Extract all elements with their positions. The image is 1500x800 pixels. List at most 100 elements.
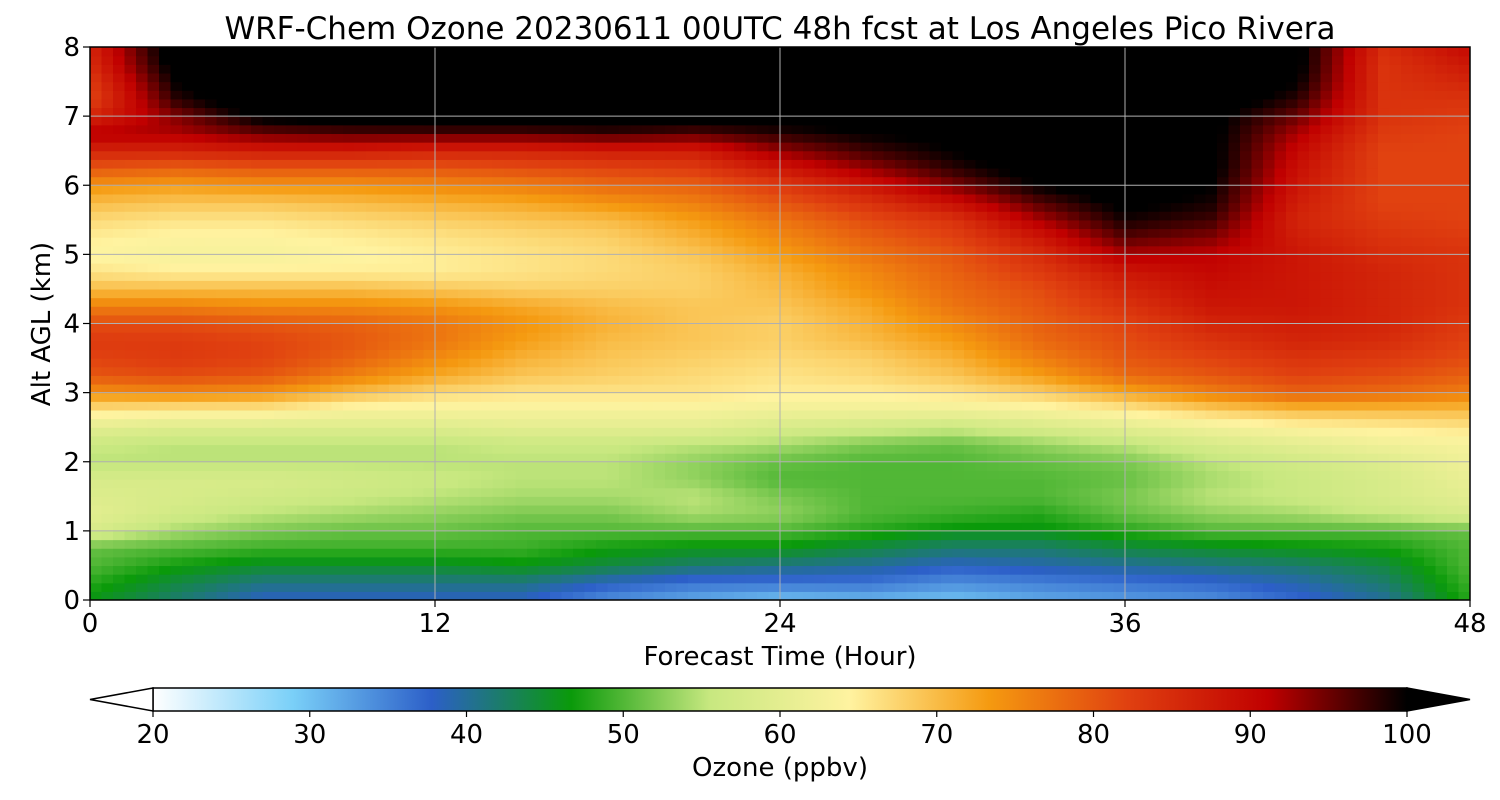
heatmap-cell <box>584 90 597 100</box>
heatmap-cell <box>699 211 712 221</box>
heatmap-cell <box>883 254 896 264</box>
heatmap-cell <box>458 504 471 515</box>
heatmap-cell <box>745 314 758 325</box>
heatmap-cell <box>538 90 551 100</box>
heatmap-cell <box>837 496 850 506</box>
heatmap-cell <box>481 237 494 247</box>
heatmap-cell <box>412 47 425 57</box>
heatmap-cell <box>711 582 724 592</box>
heatmap-cell <box>101 81 114 91</box>
heatmap-cell <box>193 176 206 186</box>
heatmap-cell <box>504 176 517 186</box>
heatmap-cell <box>941 366 954 376</box>
heatmap-cell <box>113 133 126 143</box>
heatmap-cell <box>251 427 264 437</box>
heatmap-cell <box>446 133 459 143</box>
heatmap-cell <box>504 280 517 290</box>
heatmap-cell <box>297 418 310 428</box>
heatmap-cell <box>883 574 896 584</box>
heatmap-cell <box>285 392 298 402</box>
heatmap-cell <box>596 81 609 91</box>
heatmap-cell <box>343 150 356 160</box>
heatmap-cell <box>239 470 252 480</box>
heatmap-cell <box>136 358 149 368</box>
heatmap-cell <box>860 306 873 316</box>
heatmap-cell <box>504 565 517 575</box>
heatmap-cell <box>791 185 804 195</box>
heatmap-cell <box>849 254 862 264</box>
heatmap-cell <box>515 55 528 65</box>
heatmap-cell <box>722 107 735 117</box>
heatmap-cell <box>274 582 287 592</box>
heatmap-cell <box>320 522 333 532</box>
heatmap-cell <box>170 487 183 497</box>
heatmap-cell <box>803 461 816 471</box>
heatmap-cell <box>561 72 574 83</box>
heatmap-cell <box>423 496 436 506</box>
heatmap-cell <box>711 193 724 204</box>
heatmap-cell <box>205 142 218 152</box>
heatmap-cell <box>642 470 655 480</box>
heatmap-cell <box>642 271 655 281</box>
heatmap-cell <box>492 124 505 135</box>
heatmap-cell <box>630 574 643 584</box>
heatmap-cell <box>400 176 413 186</box>
heatmap-cell <box>262 522 275 532</box>
heatmap-cell <box>676 323 689 333</box>
heatmap-cell <box>262 150 275 160</box>
heatmap-cell <box>354 522 367 532</box>
heatmap-cell <box>849 150 862 160</box>
heatmap-cell <box>101 142 114 152</box>
heatmap-cell <box>780 479 793 489</box>
heatmap-cell <box>975 444 988 454</box>
heatmap-cell <box>469 496 482 506</box>
heatmap-cell <box>343 453 356 463</box>
heatmap-cell <box>366 548 379 558</box>
heatmap-cell <box>90 435 103 446</box>
heatmap-cell <box>860 185 873 195</box>
heatmap-cell <box>987 556 1000 567</box>
heatmap-cell <box>573 211 586 221</box>
heatmap-cell <box>113 81 126 91</box>
heatmap-cell <box>688 64 701 74</box>
heatmap-cell <box>285 167 298 178</box>
heatmap-cell <box>193 280 206 290</box>
heatmap-cell <box>527 254 540 264</box>
heatmap-cell <box>435 280 448 290</box>
heatmap-cell <box>895 55 908 65</box>
heatmap-cell <box>216 176 229 186</box>
heatmap-cell <box>607 107 620 117</box>
heatmap-cell <box>331 591 344 600</box>
heatmap-cell <box>653 444 666 454</box>
heatmap-cell <box>412 401 425 411</box>
heatmap-cell <box>527 427 540 437</box>
heatmap-cell <box>538 306 551 316</box>
heatmap-cell <box>964 124 977 135</box>
heatmap-cell <box>711 116 724 126</box>
heatmap-cell <box>159 47 172 57</box>
heatmap-cell <box>354 504 367 515</box>
heatmap-cell <box>538 271 551 281</box>
heatmap-cell <box>860 159 873 169</box>
heatmap-cell <box>193 237 206 247</box>
heatmap-cell <box>745 340 758 351</box>
heatmap-cell <box>423 288 436 299</box>
heatmap-cell <box>860 392 873 402</box>
heatmap-cell <box>619 409 632 420</box>
heatmap-cell <box>665 124 678 135</box>
heatmap-cell <box>147 427 160 437</box>
heatmap-cell <box>515 133 528 143</box>
heatmap-cell <box>768 254 781 264</box>
heatmap-cell <box>826 176 839 186</box>
heatmap-cell <box>423 375 436 385</box>
heatmap-cell <box>883 522 896 532</box>
heatmap-cell <box>320 487 333 497</box>
heatmap-cell <box>262 228 275 238</box>
heatmap-cell <box>791 582 804 592</box>
heatmap-cell <box>458 55 471 65</box>
heatmap-cell <box>320 470 333 480</box>
heatmap-cell <box>285 409 298 420</box>
heatmap-cell <box>274 392 287 402</box>
heatmap-cell <box>642 375 655 385</box>
heatmap-cell <box>849 314 862 325</box>
